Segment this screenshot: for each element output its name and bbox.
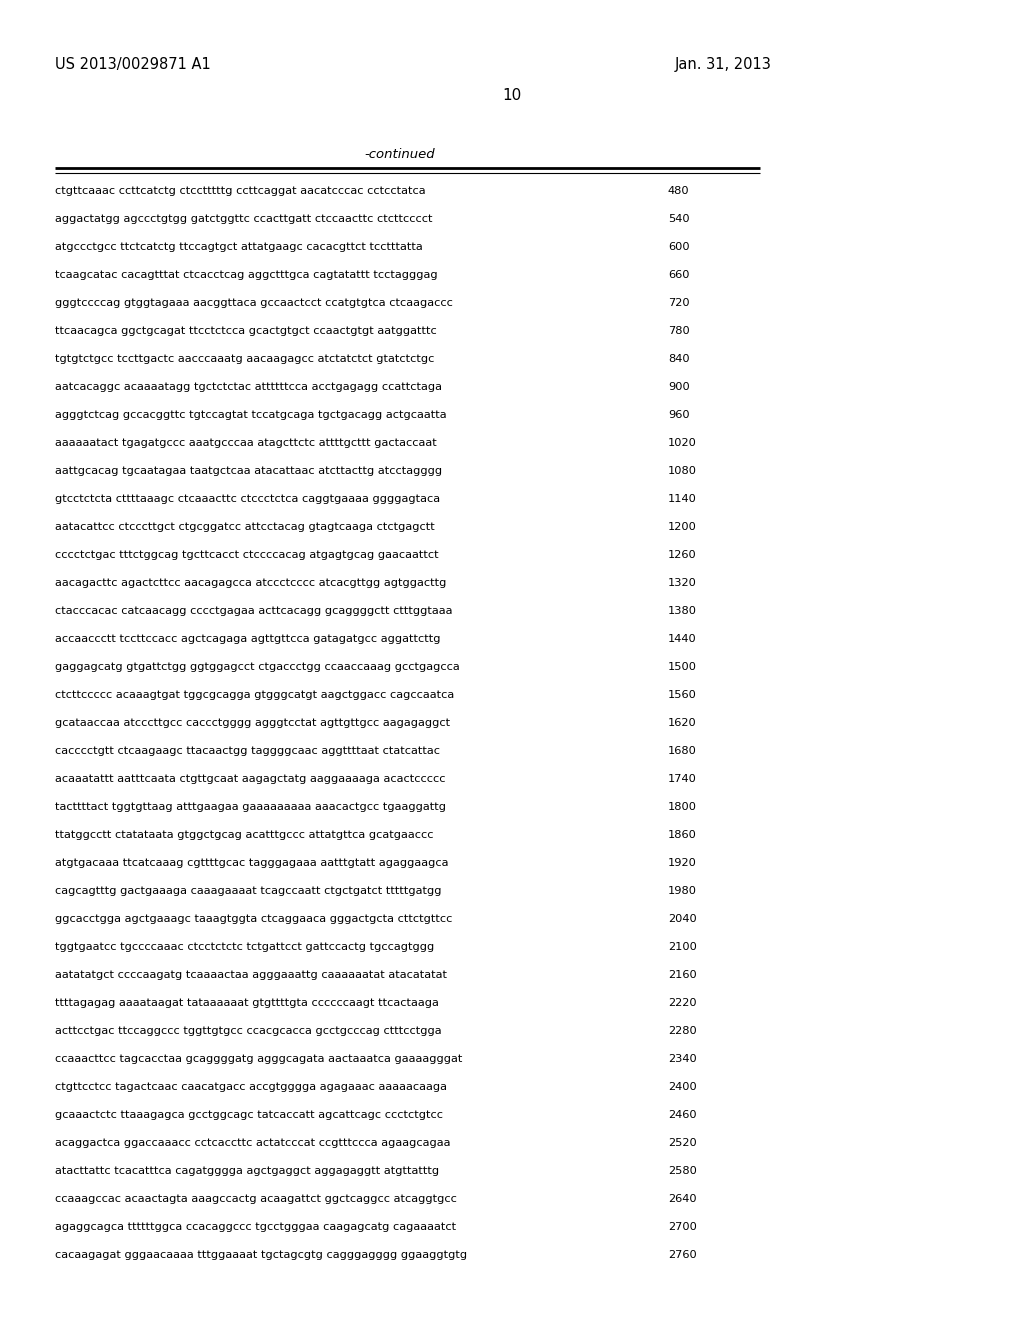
Text: 600: 600 xyxy=(668,242,689,252)
Text: 1140: 1140 xyxy=(668,494,697,504)
Text: ttatggcctt ctatataata gtggctgcag acatttgccc attatgttca gcatgaaccc: ttatggcctt ctatataata gtggctgcag acatttg… xyxy=(55,830,433,840)
Text: gcataaccaa atcccttgcc caccctgggg agggtcctat agttgttgcc aagagaggct: gcataaccaa atcccttgcc caccctgggg agggtcc… xyxy=(55,718,451,729)
Text: cacaagagat gggaacaaaa tttggaaaat tgctagcgtg cagggagggg ggaaggtgtg: cacaagagat gggaacaaaa tttggaaaat tgctagc… xyxy=(55,1250,467,1261)
Text: 660: 660 xyxy=(668,271,689,280)
Text: 780: 780 xyxy=(668,326,690,337)
Text: tggtgaatcc tgccccaaac ctcctctctc tctgattcct gattccactg tgccagtggg: tggtgaatcc tgccccaaac ctcctctctc tctgatt… xyxy=(55,942,434,952)
Text: accaaccctt tccttccacc agctcagaga agttgttcca gatagatgcc aggattcttg: accaaccctt tccttccacc agctcagaga agttgtt… xyxy=(55,634,440,644)
Text: gcaaactctc ttaaagagca gcctggcagc tatcaccatt agcattcagc ccctctgtcc: gcaaactctc ttaaagagca gcctggcagc tatcacc… xyxy=(55,1110,443,1119)
Text: aggactatgg agccctgtgg gatctggttc ccacttgatt ctccaacttc ctcttcccct: aggactatgg agccctgtgg gatctggttc ccacttg… xyxy=(55,214,432,224)
Text: 1800: 1800 xyxy=(668,803,697,812)
Text: atgccctgcc ttctcatctg ttccagtgct attatgaagc cacacgttct tcctttatta: atgccctgcc ttctcatctg ttccagtgct attatga… xyxy=(55,242,423,252)
Text: 2220: 2220 xyxy=(668,998,696,1008)
Text: 2160: 2160 xyxy=(668,970,696,979)
Text: 2460: 2460 xyxy=(668,1110,696,1119)
Text: 2340: 2340 xyxy=(668,1053,696,1064)
Text: gaggagcatg gtgattctgg ggtggagcct ctgaccctgg ccaaccaaag gcctgagcca: gaggagcatg gtgattctgg ggtggagcct ctgaccc… xyxy=(55,663,460,672)
Text: 1920: 1920 xyxy=(668,858,697,869)
Text: 1740: 1740 xyxy=(668,774,697,784)
Text: gtcctctcta cttttaaagc ctcaaacttc ctccctctca caggtgaaaa ggggagtaca: gtcctctcta cttttaaagc ctcaaacttc ctccctc… xyxy=(55,494,440,504)
Text: 1200: 1200 xyxy=(668,521,697,532)
Text: 1860: 1860 xyxy=(668,830,697,840)
Text: acaggactca ggaccaaacc cctcaccttc actatcccat ccgtttccca agaagcagaa: acaggactca ggaccaaacc cctcaccttc actatcc… xyxy=(55,1138,451,1148)
Text: cagcagtttg gactgaaaga caaagaaaat tcagccaatt ctgctgatct tttttgatgg: cagcagtttg gactgaaaga caaagaaaat tcagcca… xyxy=(55,886,441,896)
Text: 2760: 2760 xyxy=(668,1250,696,1261)
Text: 2280: 2280 xyxy=(668,1026,696,1036)
Text: aacagacttc agactcttcc aacagagcca atccctcccc atcacgttgg agtggacttg: aacagacttc agactcttcc aacagagcca atccctc… xyxy=(55,578,446,587)
Text: ttttagagag aaaataagat tataaaaaat gtgttttgta ccccccaagt ttcactaaga: ttttagagag aaaataagat tataaaaaat gtgtttt… xyxy=(55,998,439,1008)
Text: tgtgtctgcc tccttgactc aacccaaatg aacaagagcc atctatctct gtatctctgc: tgtgtctgcc tccttgactc aacccaaatg aacaaga… xyxy=(55,354,434,364)
Text: acaaatattt aatttcaata ctgttgcaat aagagctatg aaggaaaaga acactccccc: acaaatattt aatttcaata ctgttgcaat aagagct… xyxy=(55,774,445,784)
Text: aaaaaatact tgagatgccc aaatgcccaa atagcttctc attttgcttt gactaccaat: aaaaaatact tgagatgccc aaatgcccaa atagctt… xyxy=(55,438,437,447)
Text: acttcctgac ttccaggccc tggttgtgcc ccacgcacca gcctgcccag ctttcctgga: acttcctgac ttccaggccc tggttgtgcc ccacgca… xyxy=(55,1026,441,1036)
Text: ctgttcctcc tagactcaac caacatgacc accgtgggga agagaaac aaaaacaaga: ctgttcctcc tagactcaac caacatgacc accgtgg… xyxy=(55,1082,447,1092)
Text: 1380: 1380 xyxy=(668,606,697,616)
Text: 1680: 1680 xyxy=(668,746,697,756)
Text: 900: 900 xyxy=(668,381,690,392)
Text: 1620: 1620 xyxy=(668,718,696,729)
Text: agaggcagca ttttttggca ccacaggccc tgcctgggaa caagagcatg cagaaaatct: agaggcagca ttttttggca ccacaggccc tgcctgg… xyxy=(55,1222,456,1232)
Text: atacttattc tcacatttca cagatgggga agctgaggct aggagaggtt atgttatttg: atacttattc tcacatttca cagatgggga agctgag… xyxy=(55,1166,439,1176)
Text: 840: 840 xyxy=(668,354,689,364)
Text: 1560: 1560 xyxy=(668,690,697,700)
Text: tcaagcatac cacagtttat ctcacctcag aggctttgca cagtatattt tcctagggag: tcaagcatac cacagtttat ctcacctcag aggcttt… xyxy=(55,271,437,280)
Text: 1260: 1260 xyxy=(668,550,696,560)
Text: -continued: -continued xyxy=(365,148,435,161)
Text: US 2013/0029871 A1: US 2013/0029871 A1 xyxy=(55,57,211,73)
Text: cacccctgtt ctcaagaagc ttacaactgg taggggcaac aggttttaat ctatcattac: cacccctgtt ctcaagaagc ttacaactgg taggggc… xyxy=(55,746,440,756)
Text: 1320: 1320 xyxy=(668,578,697,587)
Text: 2520: 2520 xyxy=(668,1138,696,1148)
Text: 2400: 2400 xyxy=(668,1082,696,1092)
Text: 540: 540 xyxy=(668,214,689,224)
Text: ccaaacttcc tagcacctaa gcaggggatg agggcagata aactaaatca gaaaagggat: ccaaacttcc tagcacctaa gcaggggatg agggcag… xyxy=(55,1053,463,1064)
Text: 1500: 1500 xyxy=(668,663,697,672)
Text: 2700: 2700 xyxy=(668,1222,697,1232)
Text: aatacattcc ctcccttgct ctgcggatcc attcctacag gtagtcaaga ctctgagctt: aatacattcc ctcccttgct ctgcggatcc attccta… xyxy=(55,521,435,532)
Text: aatcacaggc acaaaatagg tgctctctac attttttcca acctgagagg ccattctaga: aatcacaggc acaaaatagg tgctctctac atttttt… xyxy=(55,381,442,392)
Text: 960: 960 xyxy=(668,411,689,420)
Text: 1080: 1080 xyxy=(668,466,697,477)
Text: 2040: 2040 xyxy=(668,913,696,924)
Text: aatatatgct ccccaagatg tcaaaactaa agggaaattg caaaaaatat atacatatat: aatatatgct ccccaagatg tcaaaactaa agggaaa… xyxy=(55,970,447,979)
Text: 1980: 1980 xyxy=(668,886,697,896)
Text: aattgcacag tgcaatagaa taatgctcaa atacattaac atcttacttg atcctagggg: aattgcacag tgcaatagaa taatgctcaa atacatt… xyxy=(55,466,442,477)
Text: 10: 10 xyxy=(503,88,521,103)
Text: 2580: 2580 xyxy=(668,1166,697,1176)
Text: ggcacctgga agctgaaagc taaagtggta ctcaggaaca gggactgcta cttctgttcc: ggcacctgga agctgaaagc taaagtggta ctcagga… xyxy=(55,913,453,924)
Text: ttcaacagca ggctgcagat ttcctctcca gcactgtgct ccaactgtgt aatggatttc: ttcaacagca ggctgcagat ttcctctcca gcactgt… xyxy=(55,326,437,337)
Text: gggtccccag gtggtagaaa aacggttaca gccaactcct ccatgtgtca ctcaagaccc: gggtccccag gtggtagaaa aacggttaca gccaact… xyxy=(55,298,453,308)
Text: agggtctcag gccacggttc tgtccagtat tccatgcaga tgctgacagg actgcaatta: agggtctcag gccacggttc tgtccagtat tccatgc… xyxy=(55,411,446,420)
Text: tacttttact tggtgttaag atttgaagaa gaaaaaaaaa aaacactgcc tgaaggattg: tacttttact tggtgttaag atttgaagaa gaaaaaa… xyxy=(55,803,446,812)
Text: cccctctgac tttctggcag tgcttcacct ctccccacag atgagtgcag gaacaattct: cccctctgac tttctggcag tgcttcacct ctcccca… xyxy=(55,550,438,560)
Text: 2100: 2100 xyxy=(668,942,697,952)
Text: Jan. 31, 2013: Jan. 31, 2013 xyxy=(675,57,772,73)
Text: 2640: 2640 xyxy=(668,1195,696,1204)
Text: ctacccacac catcaacagg cccctgagaa acttcacagg gcaggggctt ctttggtaaa: ctacccacac catcaacagg cccctgagaa acttcac… xyxy=(55,606,453,616)
Text: ccaaagccac acaactagta aaagccactg acaagattct ggctcaggcc atcaggtgcc: ccaaagccac acaactagta aaagccactg acaagat… xyxy=(55,1195,457,1204)
Text: 1020: 1020 xyxy=(668,438,697,447)
Text: 1440: 1440 xyxy=(668,634,696,644)
Text: ctcttccccc acaaagtgat tggcgcagga gtgggcatgt aagctggacc cagccaatca: ctcttccccc acaaagtgat tggcgcagga gtgggca… xyxy=(55,690,455,700)
Text: atgtgacaaa ttcatcaaag cgttttgcac tagggagaaa aatttgtatt agaggaagca: atgtgacaaa ttcatcaaag cgttttgcac tagggag… xyxy=(55,858,449,869)
Text: 720: 720 xyxy=(668,298,689,308)
Text: ctgttcaaac ccttcatctg ctcctttttg ccttcaggat aacatcccac cctcctatca: ctgttcaaac ccttcatctg ctcctttttg ccttcag… xyxy=(55,186,426,195)
Text: 480: 480 xyxy=(668,186,689,195)
